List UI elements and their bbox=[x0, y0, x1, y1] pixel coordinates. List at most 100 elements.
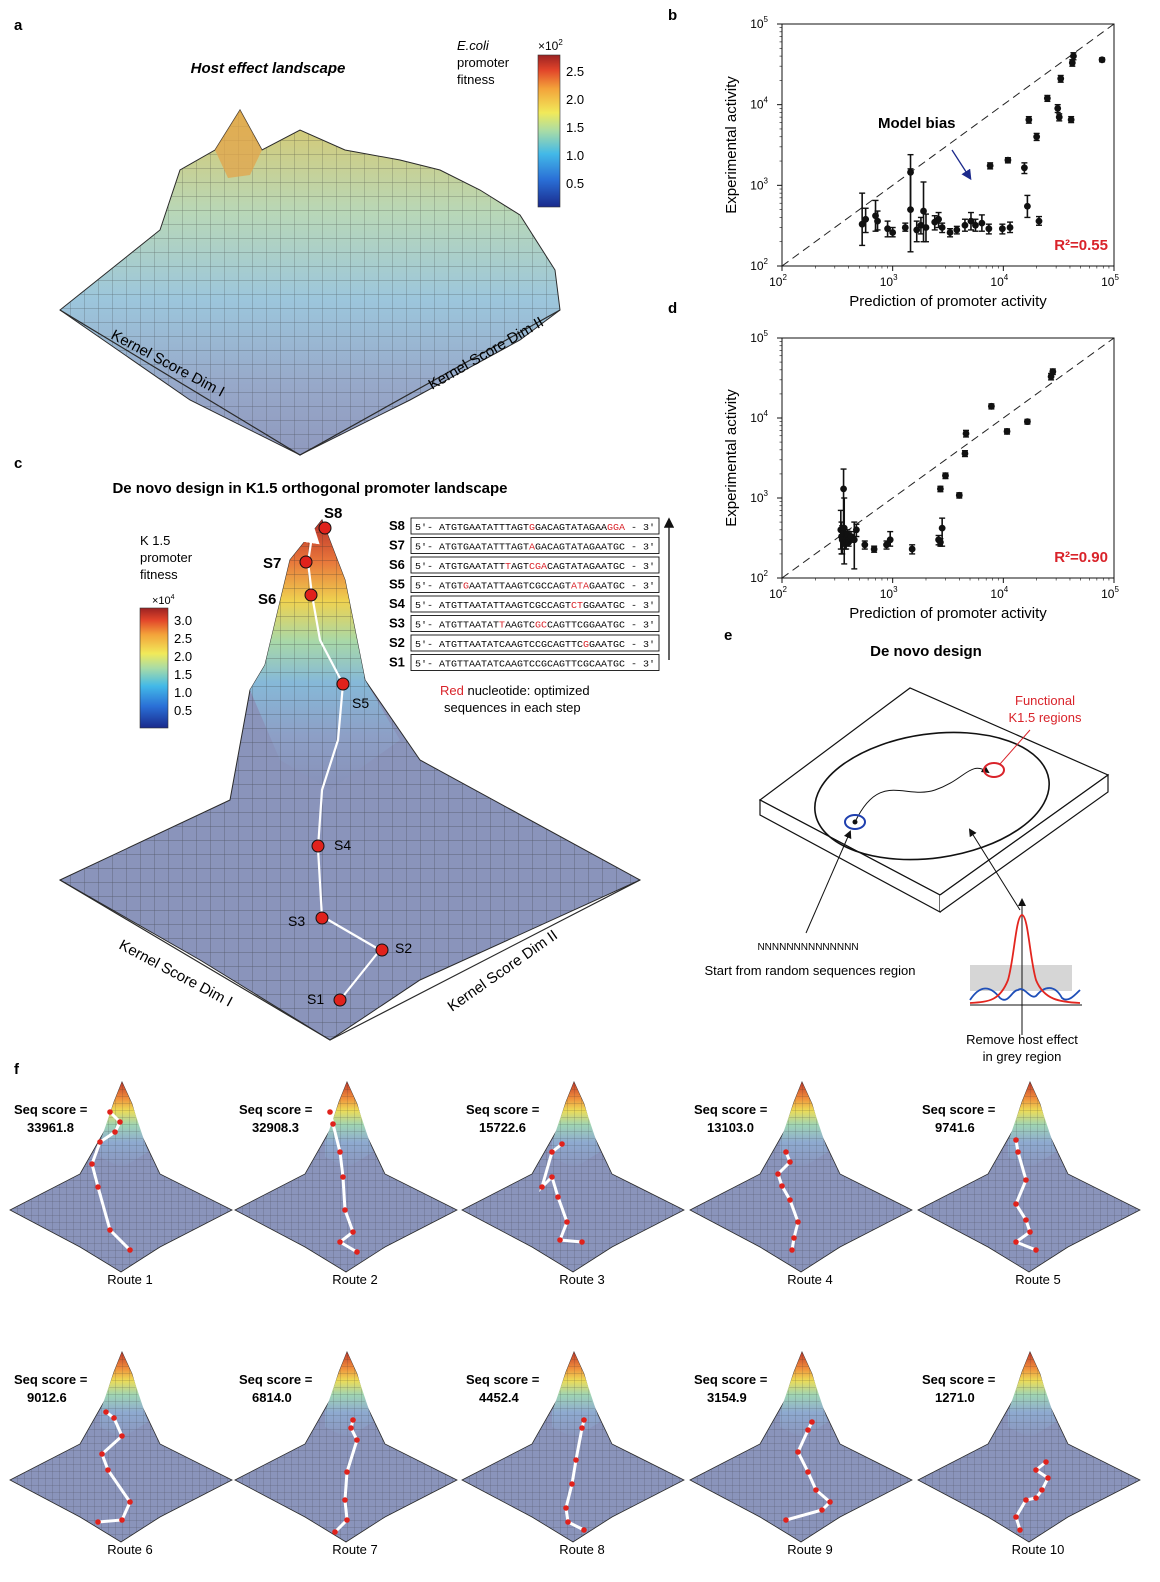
sequence-segment: 5'- ATGT bbox=[415, 581, 464, 592]
sequence-text: 5'- ATGTTAATATCAAGTCCGCAGTTC GGAATGC - 3' bbox=[415, 639, 655, 650]
sequence-text: 5'- ATGTGAATATTTAGT AGACAGTATAGAATGC - 3' bbox=[415, 542, 655, 553]
route-point bbox=[107, 1227, 113, 1233]
sequence-text: 5'- ATGT GAATATTAAGTCGCCAGT ATAGAATGC - 3' bbox=[415, 581, 655, 592]
data-point bbox=[1006, 224, 1014, 231]
colorbar-tick: 2.5 bbox=[566, 64, 584, 79]
data-point bbox=[937, 485, 944, 493]
panel-e: e De novo design Functional K1.5 regions… bbox=[705, 627, 1110, 1064]
route-point bbox=[1023, 1177, 1029, 1183]
x-tick-label: 103 bbox=[880, 273, 898, 289]
route-point bbox=[813, 1487, 819, 1493]
sequence-step-label: S2 bbox=[389, 635, 405, 650]
route-point bbox=[563, 1505, 569, 1511]
colorbar bbox=[139, 607, 169, 729]
design-space-slab bbox=[758, 687, 1110, 934]
colorbar-label-line3: fitness bbox=[457, 72, 495, 87]
data-point bbox=[1024, 202, 1031, 210]
sequence-segment: - 3' bbox=[625, 522, 655, 533]
data-point bbox=[946, 229, 954, 236]
data-point bbox=[922, 224, 930, 231]
y-tick-label: 102 bbox=[750, 569, 768, 585]
panel-letter-c: c bbox=[14, 455, 22, 472]
route-point bbox=[581, 1527, 587, 1533]
sequence-segment: GAATGC - 3' bbox=[589, 639, 655, 650]
start-region-marker bbox=[844, 814, 866, 830]
seq-score-label: Seq score = bbox=[466, 1372, 540, 1387]
route-point bbox=[805, 1469, 811, 1475]
route-name: Route 8 bbox=[559, 1542, 605, 1557]
colorbar-label-line3: fitness bbox=[140, 567, 178, 582]
data-point bbox=[861, 541, 869, 549]
mutated-nucleotide: G bbox=[463, 581, 469, 592]
data-point bbox=[962, 430, 970, 437]
route-point bbox=[107, 1109, 113, 1115]
seq-score-label: Seq score = bbox=[14, 1372, 88, 1387]
mutated-nucleotide: G bbox=[583, 639, 589, 650]
colorbar-tick: 1.5 bbox=[566, 120, 584, 135]
data-point bbox=[874, 217, 881, 225]
sequence-segment: 5'- ATGTTAATAT bbox=[415, 620, 500, 631]
plot-frame bbox=[781, 337, 1115, 579]
data-point bbox=[1070, 52, 1077, 60]
identity-line bbox=[781, 337, 1115, 579]
seq-score-label: Seq score = bbox=[922, 1102, 996, 1117]
svg-text:Red nucleotide: optimized: Red nucleotide: optimized bbox=[440, 683, 590, 698]
route-path bbox=[1012, 1139, 1037, 1252]
seq-score-value: 4452.4 bbox=[479, 1390, 520, 1405]
route-thumbnail: Seq score = 4452.4 Route 8 bbox=[461, 1350, 685, 1557]
colorbar-tick: 2.0 bbox=[174, 649, 192, 664]
data-point bbox=[884, 225, 892, 233]
data-point bbox=[1057, 75, 1065, 83]
route-point bbox=[337, 1239, 343, 1245]
route-point bbox=[97, 1139, 103, 1145]
route-point bbox=[350, 1229, 356, 1235]
mini-landscape-grid bbox=[918, 1352, 1140, 1542]
panel-c: c De novo design in K1.5 orthogonal prom… bbox=[14, 455, 675, 1041]
route-name: Route 9 bbox=[787, 1542, 833, 1557]
y-axis-label: Experimental activity bbox=[723, 76, 740, 214]
route-point bbox=[103, 1409, 109, 1415]
route-point bbox=[779, 1183, 785, 1189]
route-thumbnail: Seq score = 9012.6 Route 6 bbox=[9, 1350, 233, 1557]
sequence-segment: 5'- ATGTGAATATTTAGT bbox=[415, 522, 530, 533]
data-point bbox=[938, 224, 946, 231]
step-marker-s3 bbox=[315, 911, 329, 925]
sequence-step-label: S6 bbox=[389, 557, 405, 572]
route-point bbox=[783, 1149, 789, 1155]
route-point bbox=[581, 1417, 587, 1423]
panel-b: b 102 103 104 105 102 103 104 105 Prediction of … bbox=[668, 7, 1119, 310]
x-axis-label: Prediction of promoter activity bbox=[849, 293, 1047, 310]
colorbar-multiplier: ×10 bbox=[538, 39, 559, 53]
mini-landscape-grid bbox=[690, 1082, 912, 1272]
seq-score-label: Seq score = bbox=[239, 1372, 313, 1387]
r2-label: R²=0.55 bbox=[1054, 237, 1108, 254]
start-label: Start from random sequences region bbox=[705, 963, 916, 978]
sequence-box bbox=[410, 576, 660, 593]
route-point bbox=[573, 1457, 579, 1463]
seq-score-value: 15722.6 bbox=[479, 1120, 526, 1135]
data-point bbox=[917, 221, 925, 229]
panel-c-title: De novo design in K1.5 orthogonal promot… bbox=[112, 480, 507, 497]
identity-line bbox=[781, 23, 1115, 267]
route-point bbox=[1013, 1514, 1019, 1520]
colorbar-tick: 1.0 bbox=[566, 148, 584, 163]
route-name: Route 10 bbox=[1012, 1542, 1065, 1557]
colorbar-tick: 2.5 bbox=[174, 631, 192, 646]
route-point bbox=[89, 1161, 95, 1167]
colorbar-multiplier-exp: 2 bbox=[558, 38, 563, 47]
data-point bbox=[953, 226, 961, 234]
seq-score-value: 9741.6 bbox=[935, 1120, 975, 1135]
data-point bbox=[955, 491, 963, 499]
data-point bbox=[907, 206, 914, 214]
sequence-step-label: S3 bbox=[389, 616, 405, 631]
route-point bbox=[564, 1219, 570, 1225]
plot-frame bbox=[781, 23, 1115, 267]
data-point bbox=[1025, 116, 1033, 124]
route-path bbox=[97, 1410, 132, 1524]
sequence-segment: GGAATGC - 3' bbox=[583, 600, 655, 611]
x-tick-label: 102 bbox=[769, 273, 787, 289]
route-point bbox=[787, 1159, 793, 1165]
colorbar-tick: 1.5 bbox=[174, 667, 192, 682]
route-thumbnail: Seq score = 33961.8 Route 1 bbox=[9, 1080, 233, 1287]
route-point bbox=[127, 1247, 133, 1253]
